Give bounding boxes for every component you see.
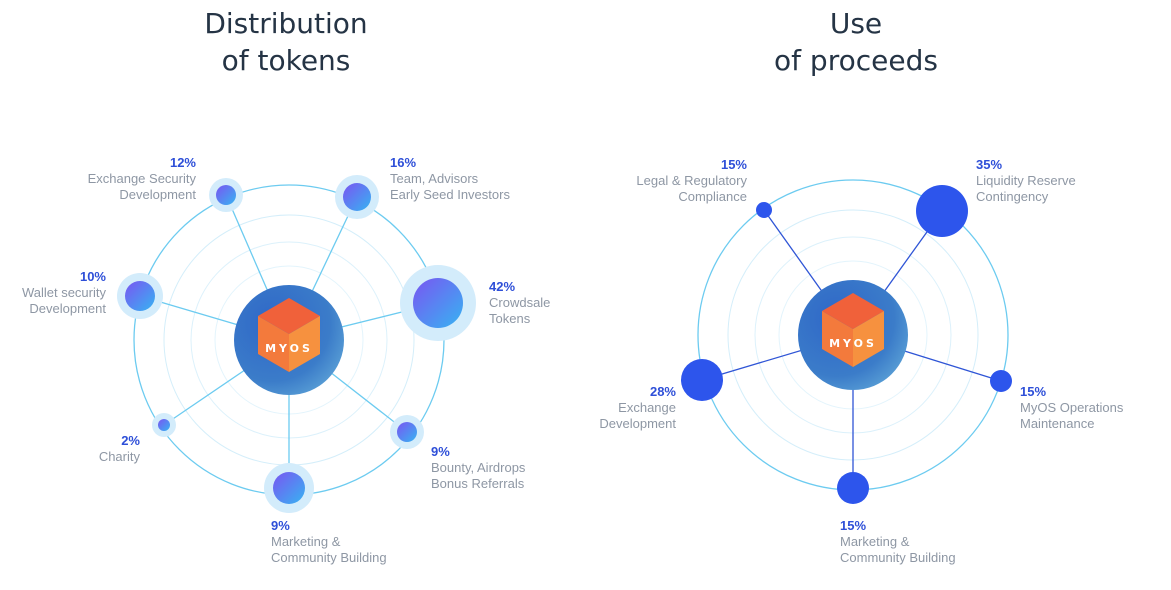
percent: 2% — [121, 433, 140, 448]
label-line-1: MyOS Operations — [1020, 400, 1124, 415]
label-team-advisors: 16% Team, Advisors Early Seed Investors — [390, 155, 510, 203]
percent: 15% — [1020, 384, 1047, 399]
tokens-diagram: MYOS — [117, 175, 476, 513]
label-line-1: Team, Advisors — [390, 171, 479, 186]
label-line-1: Legal & Regulatory — [636, 173, 747, 188]
label-line-1: Exchange Security — [87, 171, 196, 186]
label-wallet-security: 10% Wallet security Development — [22, 269, 106, 317]
title-line-2: of tokens — [221, 44, 351, 77]
percent: 9% — [271, 518, 290, 533]
percent: 15% — [720, 157, 747, 172]
label-line-2: Development — [119, 187, 196, 202]
percent: 42% — [489, 279, 516, 294]
label-line-2: Tokens — [489, 311, 531, 326]
label-line-2: Contingency — [976, 189, 1049, 204]
proceeds-nodes — [681, 185, 1012, 504]
cube-logo-icon — [822, 293, 884, 367]
percent: 35% — [976, 157, 1003, 172]
cube-logo-icon — [258, 298, 320, 372]
node-exchange-security — [209, 178, 243, 212]
label-line-1: Marketing & — [271, 534, 341, 549]
node-marketing — [837, 472, 869, 504]
label-exchange-security: 12% Exchange Security Development — [88, 155, 196, 203]
node-charity — [152, 413, 176, 437]
tokens-nodes — [117, 175, 476, 513]
percent: 16% — [390, 155, 417, 170]
percent: 9% — [431, 444, 450, 459]
title-line-2: of proceeds — [774, 44, 938, 77]
label-line-1: Liquidity Reserve — [976, 173, 1076, 188]
percent: 15% — [840, 518, 867, 533]
logo-text: MYOS — [265, 342, 313, 355]
label-liquidity-reserve: 35% Liquidity Reserve Contingency — [976, 157, 1076, 205]
label-line-2: Community Building — [271, 550, 387, 565]
title-line-1: Distribution — [204, 7, 368, 40]
label-line-2: Community Building — [840, 550, 956, 565]
label-charity: 2% Charity — [99, 433, 140, 465]
label-legal-regulatory: 15% Legal & Regulatory Compliance — [636, 157, 747, 205]
label-line-2: Development — [599, 416, 676, 431]
label-exchange-development: 28% Exchange Development — [599, 384, 676, 432]
label-marketing: 9% Marketing & Community Building — [271, 518, 387, 566]
percent: 12% — [169, 155, 196, 170]
node-crowdsale — [400, 265, 476, 341]
label-line-2: Development — [29, 301, 106, 316]
node-exchange-development — [681, 359, 723, 401]
label-line-1: Bounty, Airdrops — [431, 460, 526, 475]
label-line-2: Compliance — [678, 189, 747, 204]
label-crowdsale: 42% Crowdsale Tokens — [489, 279, 550, 327]
label-line-1: Exchange — [618, 400, 676, 415]
label-line-1: Charity — [98, 449, 140, 464]
label-line-1: Crowdsale — [489, 295, 551, 310]
node-myos-operations — [990, 370, 1012, 392]
myos-hub: MYOS — [798, 280, 908, 390]
label-marketing-community: 15% Marketing & Community Building — [840, 518, 956, 566]
label-line-1: Wallet security — [21, 285, 106, 300]
title-use-of-proceeds: Use of proceeds — [716, 5, 996, 79]
logo-text: MYOS — [829, 337, 877, 350]
title-line-1: Use — [829, 7, 883, 40]
percent: 10% — [79, 269, 106, 284]
node-team-advisors — [335, 175, 379, 219]
label-line-2: Maintenance — [1020, 416, 1095, 431]
label-line-2: Bonus Referrals — [431, 476, 525, 491]
node-liquidity-reserve — [916, 185, 968, 237]
label-line-2: Early Seed Investors — [390, 187, 510, 202]
node-legal-regulatory — [756, 202, 772, 218]
label-myos-operations: 15% MyOS Operations Maintenance — [1020, 384, 1123, 432]
myos-hub: MYOS — [234, 285, 344, 395]
node-marketing — [264, 463, 314, 513]
label-bounty: 9% Bounty, Airdrops Bonus Referrals — [431, 444, 525, 492]
title-distribution-of-tokens: Distribution of tokens — [146, 5, 426, 79]
node-wallet-security — [117, 273, 163, 319]
proceeds-diagram: MYOS — [681, 179, 1012, 504]
percent: 28% — [649, 384, 676, 399]
label-line-1: Marketing & — [840, 534, 910, 549]
node-bounty — [390, 415, 424, 449]
